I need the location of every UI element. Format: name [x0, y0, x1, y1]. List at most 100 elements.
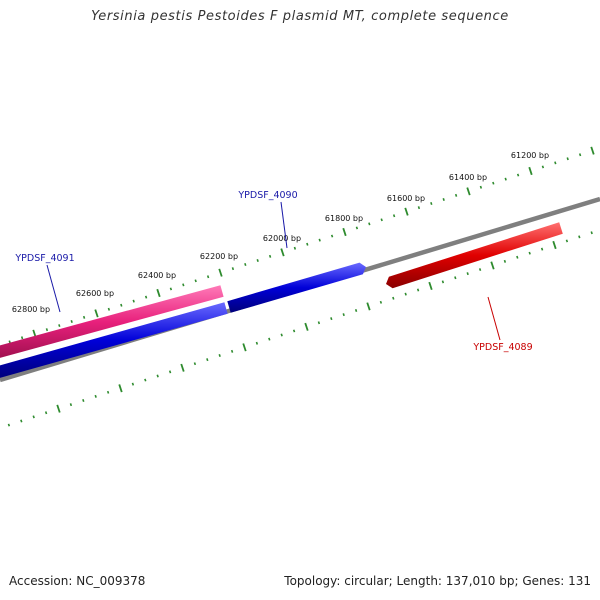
inner-minor-tick [144, 378, 147, 382]
inner-major-tick [242, 343, 247, 352]
tick-label-62000: 62000 bp [263, 234, 301, 243]
outer-major-tick [404, 207, 409, 216]
inner-minor-tick [342, 313, 345, 317]
tick-label-61800: 61800 bp [325, 214, 363, 223]
outer-major-tick [342, 227, 347, 237]
tick-label-62200: 62200 bp [200, 252, 238, 261]
inner-minor-tick [354, 309, 358, 312]
inner-minor-tick [106, 390, 110, 394]
tick-label-62800: 62800 bp [12, 305, 50, 314]
inner-minor-tick [44, 411, 48, 415]
outer-minor-tick [169, 287, 173, 291]
outer-minor-tick [392, 214, 396, 218]
topology-summary-text: Topology: circular; Length: 137,010 bp; … [284, 574, 591, 588]
inner-major-tick [118, 384, 123, 393]
outer-minor-tick [554, 161, 557, 165]
outer-minor-tick [206, 275, 210, 279]
outer-major-tick [528, 166, 533, 176]
inner-minor-tick [20, 419, 23, 423]
gene-label-leader-ypdsf_4090 [280, 201, 288, 249]
outer-minor-tick [541, 165, 545, 169]
outer-minor-tick [330, 234, 334, 238]
accession-text: Accession: NC_009378 [9, 574, 146, 588]
outer-minor-tick [368, 222, 371, 226]
gene-label-leader-ypdsf_4089 [487, 296, 501, 341]
outer-minor-tick [70, 319, 73, 323]
inner-minor-tick [330, 317, 333, 321]
gene-labels: YPDSF_4091 YPDSF_4090 YPDSF_4089 [14, 190, 532, 353]
outer-minor-tick [306, 242, 309, 246]
gene-ypdsf_4089-bar [386, 222, 563, 289]
inner-minor-tick [478, 268, 482, 272]
outer-minor-tick [82, 315, 86, 319]
tick-label-62600: 62600 bp [76, 289, 114, 298]
outer-minor-tick [293, 246, 297, 250]
inner-minor-tick [540, 247, 544, 251]
map-title: Yersinia pestis Pestoides F plasmid MT, … [91, 9, 509, 24]
outer-major-tick [94, 309, 99, 318]
gene-label-ypdsf_4089: YPDSF_4089 [472, 342, 532, 353]
outer-minor-tick [504, 177, 507, 181]
outer-minor-tick [256, 258, 259, 262]
outer-major-tick [218, 268, 223, 277]
outer-major-tick [280, 248, 285, 257]
outer-minor-tick [120, 303, 123, 307]
inner-minor-tick [466, 272, 469, 276]
inner-major-tick [366, 302, 371, 311]
inner-minor-tick [454, 276, 457, 280]
outer-minor-tick [442, 197, 445, 201]
outer-minor-tick [516, 173, 520, 177]
inner-minor-tick [193, 362, 197, 366]
inner-minor-tick [156, 374, 159, 378]
inner-minor-tick [441, 280, 445, 284]
tick-label-61600: 61600 bp [387, 194, 425, 203]
inner-minor-tick [218, 354, 221, 357]
inner-minor-tick [82, 399, 85, 402]
gene-features [0, 222, 563, 378]
inner-minor-tick [528, 251, 531, 255]
inner-minor-tick [590, 231, 593, 235]
outer-scale-ticks [8, 146, 595, 344]
gene-label-ypdsf_4090: YPDSF_4090 [237, 190, 297, 201]
inner-minor-tick [292, 329, 296, 333]
outer-minor-tick [182, 283, 185, 287]
inner-minor-tick [69, 403, 73, 407]
inner-minor-tick [317, 321, 321, 325]
inner-minor-tick [255, 341, 259, 345]
outer-minor-tick [380, 218, 383, 222]
inner-major-tick [180, 363, 185, 372]
inner-minor-tick [392, 296, 395, 300]
inner-minor-tick [416, 288, 420, 292]
inner-minor-tick [230, 349, 234, 353]
inner-minor-tick [268, 337, 271, 341]
inner-minor-tick [280, 333, 283, 337]
outer-minor-tick [268, 254, 272, 258]
inner-minor-tick [503, 259, 507, 263]
outer-minor-tick [231, 267, 235, 271]
outer-minor-tick [58, 324, 61, 328]
outer-minor-tick [355, 226, 359, 230]
outer-major-tick [466, 187, 471, 196]
inner-minor-tick [404, 292, 407, 296]
gene-ypdsf_4090-bar [227, 262, 366, 313]
outer-minor-tick [492, 181, 495, 185]
inner-minor-tick [206, 358, 209, 362]
inner-minor-tick [578, 235, 581, 239]
outer-minor-tick [132, 299, 135, 303]
outer-minor-tick [45, 328, 49, 332]
outer-minor-tick [479, 185, 483, 189]
outer-minor-tick [107, 307, 111, 311]
outer-minor-tick [578, 153, 582, 157]
inner-minor-tick [379, 300, 383, 304]
tick-label-62400: 62400 bp [138, 271, 176, 280]
tick-label-61400: 61400 bp [449, 173, 487, 182]
outer-minor-tick [454, 193, 458, 197]
inner-major-tick [552, 240, 557, 250]
inner-major-tick [428, 281, 433, 291]
inner-scale-ticks [7, 231, 593, 427]
outer-minor-tick [8, 340, 11, 344]
gene-ypdsf_4090-bar [0, 302, 228, 378]
outer-minor-tick [566, 157, 569, 161]
outer-minor-tick [20, 336, 24, 340]
